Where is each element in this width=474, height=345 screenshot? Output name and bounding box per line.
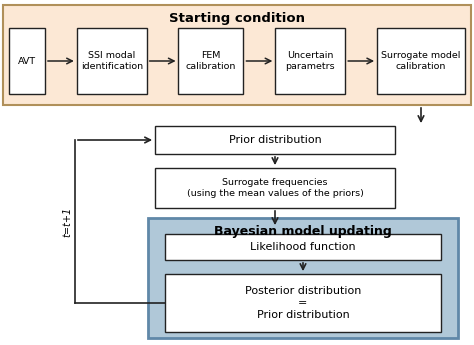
FancyBboxPatch shape <box>377 28 465 94</box>
FancyBboxPatch shape <box>148 218 458 338</box>
Text: AVT: AVT <box>18 57 36 66</box>
FancyBboxPatch shape <box>179 28 244 94</box>
Text: Likelihood function: Likelihood function <box>250 242 356 252</box>
Text: Starting condition: Starting condition <box>169 11 305 24</box>
FancyBboxPatch shape <box>155 168 395 208</box>
Text: Surrogate model
calibration: Surrogate model calibration <box>381 51 461 71</box>
Text: Uncertain
parametrs: Uncertain parametrs <box>285 51 335 71</box>
FancyBboxPatch shape <box>77 28 147 94</box>
Text: Prior distribution: Prior distribution <box>228 135 321 145</box>
Text: t=t+1: t=t+1 <box>62 206 72 237</box>
Text: Posterior distribution
=
Prior distribution: Posterior distribution = Prior distribut… <box>245 286 361 319</box>
FancyBboxPatch shape <box>275 28 345 94</box>
FancyBboxPatch shape <box>165 274 441 332</box>
Text: Bayesian model updating: Bayesian model updating <box>214 225 392 237</box>
FancyBboxPatch shape <box>9 28 45 94</box>
FancyBboxPatch shape <box>3 5 471 105</box>
FancyBboxPatch shape <box>155 126 395 154</box>
Text: Surrogate frequencies
(using the mean values of the priors): Surrogate frequencies (using the mean va… <box>187 178 364 198</box>
FancyBboxPatch shape <box>165 234 441 260</box>
Text: FEM
calibration: FEM calibration <box>186 51 236 71</box>
Text: SSI modal
identification: SSI modal identification <box>81 51 143 71</box>
